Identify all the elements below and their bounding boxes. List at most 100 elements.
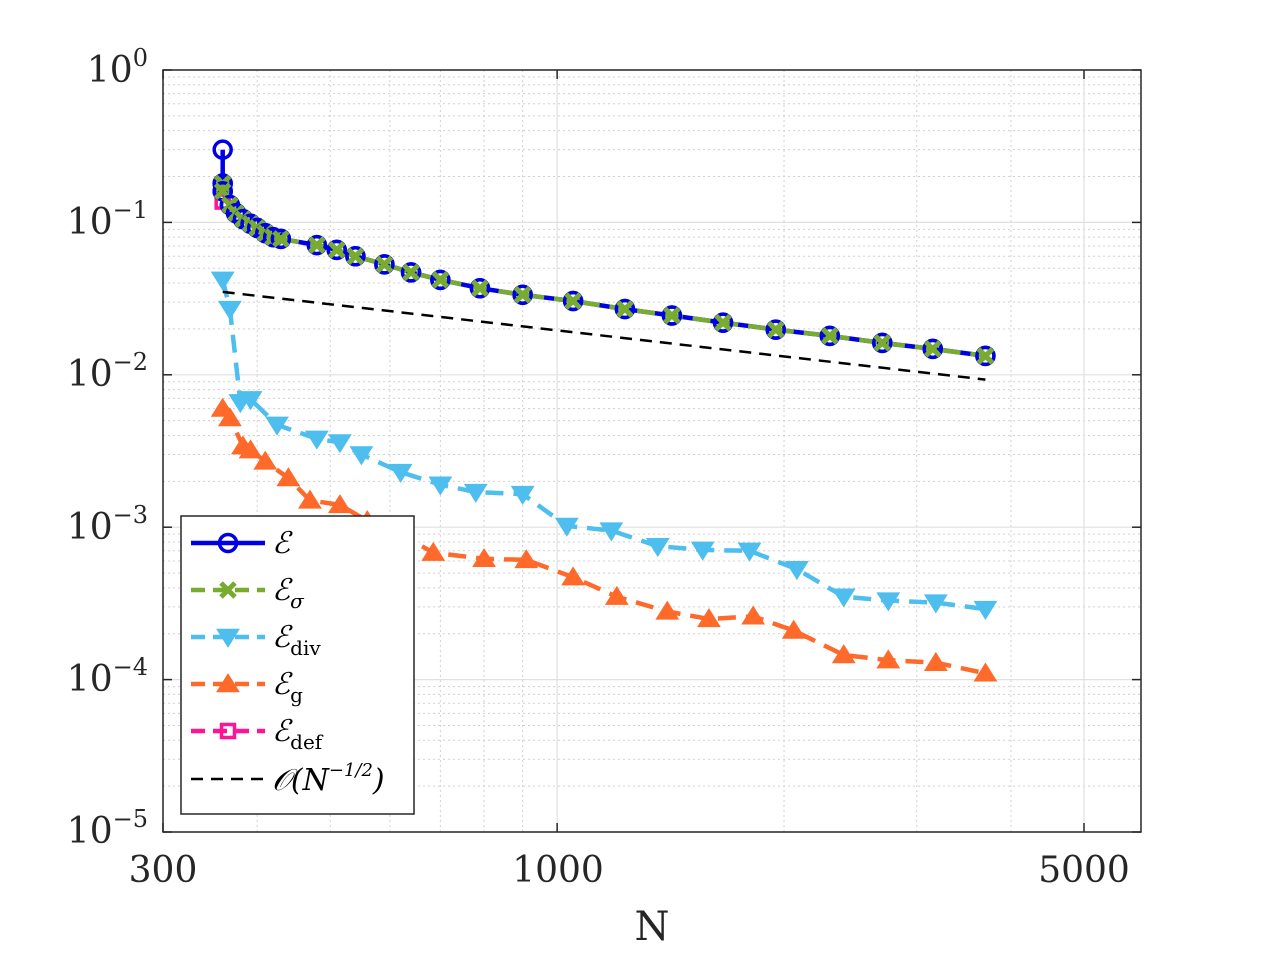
series-1-overlay-point-18: [513, 286, 532, 304]
x-tick-labels: 300 1000 5000: [129, 850, 1130, 891]
series-2-point-10: [463, 483, 488, 503]
series-0-overlay-point-11: [306, 234, 328, 256]
series-3-point-1: [217, 407, 242, 427]
series-1-overlay-point-16: [431, 271, 450, 289]
y-tick-label-0: 100: [87, 44, 148, 91]
series-1-overlay-point-20: [616, 300, 634, 318]
legend-label-E: ℰ: [272, 526, 293, 561]
series-2-point-7: [349, 446, 374, 466]
series-2-point-4: [265, 416, 289, 436]
series-2-point-0: [210, 271, 235, 291]
legend-label-E-sigma: ℰσ: [272, 573, 305, 613]
series-1-overlay-point-23: [766, 320, 785, 339]
legend: ℰ ℰσ ℰdiv ℰg ℰdef 𝒪(N−1/2): [180, 515, 415, 815]
series-1-overlay-point-11: [308, 236, 326, 254]
series-1-overlay-point-17: [471, 279, 489, 297]
x-tick-label-300: 300: [129, 850, 198, 891]
series-1-overlay-point-14: [375, 255, 394, 274]
series-3-point-14: [604, 585, 629, 605]
series-1-overlay-point-12: [327, 241, 346, 259]
series-0-overlay-point-16: [430, 269, 451, 291]
series-3-point-13: [561, 566, 586, 586]
series-3-point-17: [741, 605, 766, 625]
series-3-point-4: [253, 450, 278, 470]
series-3-point-22: [973, 662, 998, 682]
series-0-overlay-point-10: [270, 228, 292, 250]
series-0-overlay-point-27: [975, 345, 996, 367]
series-3-point-16: [697, 608, 721, 628]
series-line-5: [222, 290, 986, 381]
series-2-point-17: [784, 561, 809, 581]
x-tick-label-1000: 1000: [512, 850, 604, 891]
series-2-point-21: [973, 600, 998, 620]
series-0-overlay-point-23: [765, 319, 787, 340]
legend-label-E-def: ℰdef: [272, 714, 324, 754]
series-3-point-11: [472, 547, 496, 568]
series-2-point-8: [388, 463, 413, 483]
series-2-point-16: [737, 542, 762, 562]
series-3-point-10: [421, 541, 446, 561]
x-tick-label-5000: 5000: [1038, 850, 1130, 891]
series-3-point-6: [298, 489, 322, 509]
series-0-overlay-point-25: [872, 332, 893, 354]
series-2-point-3: [238, 391, 263, 411]
series-3-point-19: [831, 644, 856, 664]
series-2-point-20: [923, 594, 948, 614]
series-0-overlay-point-12: [326, 239, 347, 261]
series-1-overlay-point-21: [663, 306, 681, 325]
series-0-overlay-point-15: [400, 262, 422, 283]
series-3-point-3: [238, 439, 263, 459]
series-3-point-18: [781, 619, 806, 639]
series-0-overlay-point-18: [512, 284, 533, 306]
series-0-overlay-point-17: [469, 277, 491, 299]
y-tick-label-3: 10−3: [67, 501, 148, 548]
series-3-point-5: [276, 467, 301, 487]
series-2-point-9: [428, 476, 453, 496]
series-1-overlay-point-22: [714, 313, 732, 332]
series-2-point-15: [690, 541, 715, 561]
series-0-overlay-point-24: [819, 325, 841, 347]
series-3-point-20: [876, 649, 901, 669]
series-1-overlay-point-24: [821, 327, 839, 345]
series-2-point-1: [217, 300, 242, 320]
series-0-overlay: [212, 173, 996, 367]
y-tick-label-4: 10−4: [67, 653, 148, 700]
series-2-point-6: [327, 434, 352, 454]
series-1-overlay-point-13: [346, 247, 365, 265]
series-1-overlay-point-10: [272, 230, 290, 248]
series-2-point-12: [554, 517, 579, 537]
series-1-overlay-point-19: [564, 292, 582, 310]
legend-label-E-g: ℰg: [272, 667, 303, 707]
series-2: [210, 271, 998, 620]
y-tick-label-5: 10−5: [67, 805, 148, 852]
legend-samples: [191, 532, 265, 781]
legend-label-E-div: ℰdiv: [272, 620, 321, 660]
legend-marker-1: [219, 581, 237, 599]
series-line-2: [220, 279, 986, 612]
series-5: [222, 290, 986, 381]
legend-marker-3: [216, 673, 240, 693]
series-0-overlay-point-26: [922, 338, 943, 360]
series-2-point-13: [599, 522, 624, 542]
plot-frame: [162, 69, 1142, 833]
legend-marker-2: [216, 628, 240, 648]
y-tick-labels: 100 10−1 10−2 10−3 10−4 10−5: [67, 44, 148, 852]
series-layer: [210, 139, 998, 682]
minor-grid: [163, 70, 1141, 832]
legend-label-order: 𝒪(N−1/2): [272, 760, 385, 798]
series-3-point-7: [327, 494, 352, 514]
axis-ticks: [162, 69, 1141, 833]
series-1-overlay-point-26: [923, 340, 942, 358]
series-2-point-5: [304, 430, 329, 450]
series-1-overlay-point-25: [873, 334, 892, 352]
series-0-overlay-point-21: [661, 305, 683, 326]
series-2-point-18: [831, 588, 856, 608]
x-axis-label: N: [635, 904, 670, 950]
series-0-overlay-point-20: [614, 298, 636, 320]
legend-marker-0: [217, 532, 239, 554]
series-3-point-12: [514, 549, 539, 569]
series-1-overlay-point-15: [402, 263, 420, 282]
series-2-point-14: [645, 538, 670, 558]
series-1-overlay-point-27: [976, 347, 995, 365]
